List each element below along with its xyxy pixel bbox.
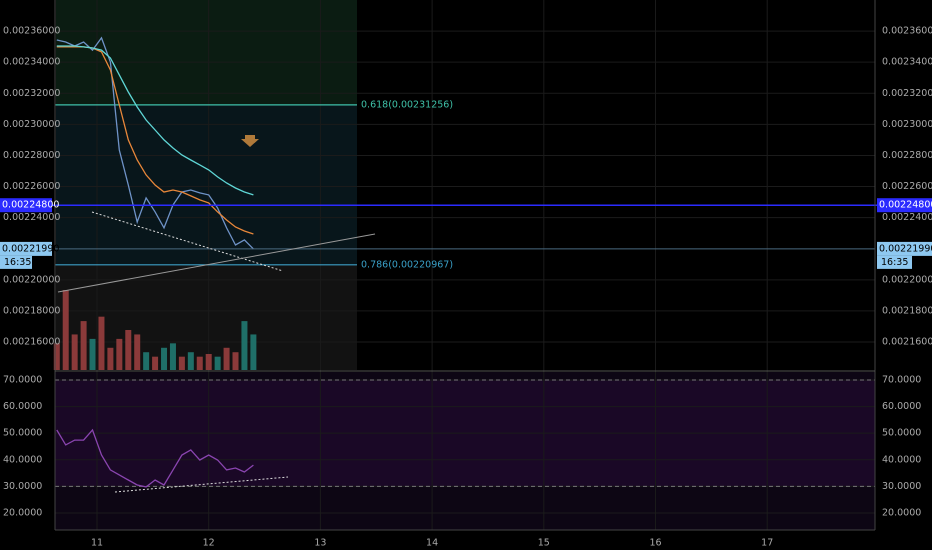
y-tick-label: 0.00224000 — [882, 212, 932, 223]
x-tick-label: 17 — [761, 538, 773, 549]
series-line — [56, 45, 254, 196]
volume-bar — [161, 347, 168, 370]
volume-bar — [125, 330, 132, 370]
y-tick-label: 0.00216000 — [3, 337, 60, 348]
y-tick-label: 50.0000 — [3, 428, 42, 439]
grid — [55, 0, 875, 530]
x-tick-label: 15 — [538, 538, 550, 549]
y-tick-label: 30.0000 — [882, 481, 921, 492]
fib-label: 0.786(0.00220967) — [361, 259, 453, 270]
volume-bar — [98, 316, 105, 370]
volume-bar — [152, 356, 159, 370]
volume-bar — [232, 352, 239, 370]
marks — [0, 36, 932, 488]
volume-bar — [169, 343, 176, 370]
series-line — [56, 428, 254, 488]
y-tick-label: 0.00234000 — [3, 57, 60, 68]
trend-line — [91, 211, 284, 272]
volume-bar — [143, 352, 150, 370]
x-tick-label: 14 — [426, 538, 438, 549]
volume-bar — [80, 321, 87, 370]
y-tick-label: 0.00218000 — [882, 305, 932, 316]
price-tag — [0, 198, 52, 213]
countdown-tag — [877, 255, 912, 269]
countdown-label: 16:35 — [881, 257, 908, 268]
y-tick-label: 0.00218000 — [3, 305, 60, 316]
volume-bar — [89, 338, 96, 370]
y-tick-label: 20.0000 — [882, 507, 921, 518]
y-tick-label: 0.00232000 — [882, 88, 932, 99]
y-tick-label: 40.0000 — [3, 454, 42, 465]
countdown-label: 16:35 — [4, 257, 31, 268]
y-tick-label: 0.00226000 — [882, 181, 932, 192]
labels: 11 12 13 14 15 16 17 0.00216000 0.00216000 0.0021… — [0, 26, 932, 549]
y-tick-label: 0.00236000 — [882, 26, 932, 37]
x-tick-label: 13 — [314, 538, 326, 549]
trend-line — [57, 233, 376, 293]
y-tick-label: 60.0000 — [3, 401, 42, 412]
countdown-tag — [0, 255, 32, 269]
price-tag — [877, 241, 932, 256]
y-tick-label: 60.0000 — [882, 401, 921, 412]
y-tick-label: 70.0000 — [882, 374, 921, 385]
fib-label: 0.618(0.00231256) — [361, 99, 453, 110]
y-tick-label: 0.00230000 — [882, 119, 932, 130]
price-tag-label: 0.00224800 — [879, 200, 932, 211]
price-tag — [877, 198, 932, 213]
y-tick-label: 0.00228000 — [882, 150, 932, 161]
volume-bar — [250, 334, 257, 370]
y-tick-label: 40.0000 — [882, 454, 921, 465]
y-tick-label: 0.00236000 — [3, 26, 60, 37]
x-tick-label: 11 — [91, 538, 103, 549]
y-tick-label: 0.00220000 — [882, 274, 932, 285]
price-tag-label: 0.00224800 — [2, 200, 59, 211]
volume-bar — [53, 343, 60, 370]
fib-zone — [56, 104, 357, 264]
y-tick-label: 0.00230000 — [3, 119, 60, 130]
y-tick-label: 0.00234000 — [882, 57, 932, 68]
fib-zone — [56, 264, 357, 370]
y-tick-label: 70.0000 — [3, 374, 42, 385]
volume-bar — [223, 347, 230, 370]
price-tag-label: 0.00221990 — [879, 243, 932, 254]
y-tick-label: 0.00224000 — [3, 212, 60, 223]
x-tick-label: 12 — [203, 538, 215, 549]
y-tick-label: 0.00228000 — [3, 150, 60, 161]
volume-bar — [196, 356, 203, 370]
volume-bar — [178, 356, 185, 370]
price-tag-label: 0.00221990 — [2, 243, 59, 254]
y-tick-label: 0.00232000 — [3, 88, 60, 99]
volume-bar — [205, 354, 212, 370]
volume-bar — [62, 290, 69, 370]
y-tick-label: 0.00220000 — [3, 274, 60, 285]
volume-bar — [107, 347, 114, 370]
y-tick-label: 50.0000 — [882, 428, 921, 439]
volume-bar — [187, 352, 194, 370]
x-tick-label: 16 — [649, 538, 661, 549]
volume-bar — [241, 321, 248, 370]
trend-line — [114, 476, 289, 493]
y-tick-label: 30.0000 — [3, 481, 42, 492]
volume-bar — [116, 338, 123, 370]
price-tag — [0, 241, 52, 256]
volume-bar — [134, 334, 141, 370]
volume-bar — [214, 356, 221, 370]
y-tick-label: 0.00226000 — [3, 181, 60, 192]
y-tick-label: 20.0000 — [3, 507, 42, 518]
y-tick-label: 0.00216000 — [882, 337, 932, 348]
arrow-icon — [241, 135, 259, 147]
volume-bar — [71, 334, 78, 370]
